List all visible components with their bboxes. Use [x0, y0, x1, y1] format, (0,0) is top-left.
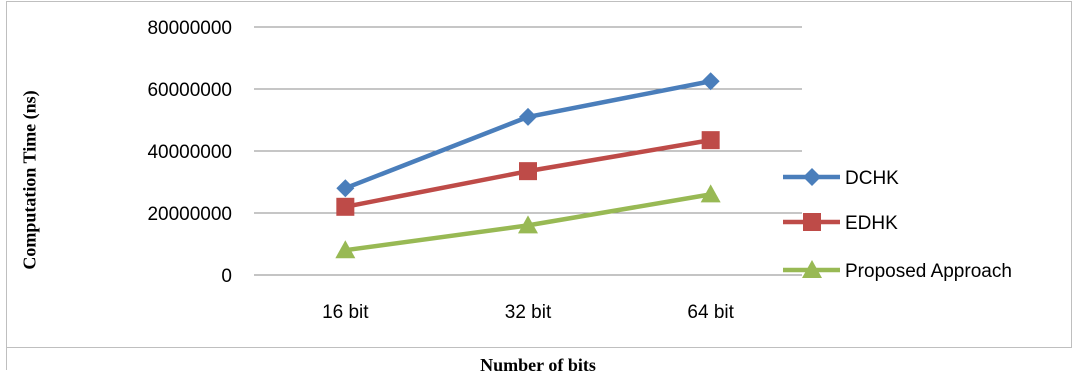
data-point [519, 162, 537, 181]
y-axis-title: Computation Time (ns) [19, 90, 40, 270]
legend-marker [803, 213, 821, 231]
data-point [336, 179, 355, 198]
x-tick-label: 16 bit [322, 302, 369, 323]
y-tick-label: 80000000 [147, 18, 232, 39]
legend-item: Proposed Approach [783, 260, 1012, 282]
data-point [336, 197, 355, 216]
y-tick-label: 20000000 [147, 204, 232, 225]
data-point [335, 240, 356, 259]
legend: DCHK EDHK Proposed Approach [783, 168, 1012, 282]
y-tick-label: 0 [221, 266, 232, 287]
data-point [518, 215, 538, 234]
legend-label: DCHK [845, 168, 899, 189]
gridlines [254, 26, 802, 276]
series-proposed-approach [335, 184, 721, 259]
frame-edge [6, 348, 7, 370]
chart-frame [6, 1, 1072, 348]
x-tick-label: 32 bit [505, 302, 552, 323]
data-point [701, 72, 720, 91]
y-tick-label: 40000000 [147, 142, 232, 163]
series-edhk [336, 131, 720, 216]
y-tick-label: 60000000 [147, 80, 232, 101]
legend-label: Proposed Approach [845, 261, 1012, 282]
legend-item: DCHK [783, 168, 899, 189]
data-point [701, 131, 720, 150]
series-dchk [336, 72, 720, 198]
x-axis-title: Number of bits [480, 355, 596, 375]
legend-item: EDHK [783, 213, 898, 234]
legend-marker [803, 168, 821, 186]
data-point [519, 107, 537, 126]
x-tick-label: 64 bit [687, 302, 734, 323]
x-axis-tick-labels: 16 bit 32 bit 64 bit [322, 302, 735, 323]
y-axis-tick-labels: 0 20000000 40000000 60000000 80000000 [147, 18, 232, 287]
series-group [335, 72, 721, 259]
data-point [700, 184, 721, 203]
legend-label: EDHK [845, 213, 898, 234]
legend-marker [802, 260, 822, 278]
